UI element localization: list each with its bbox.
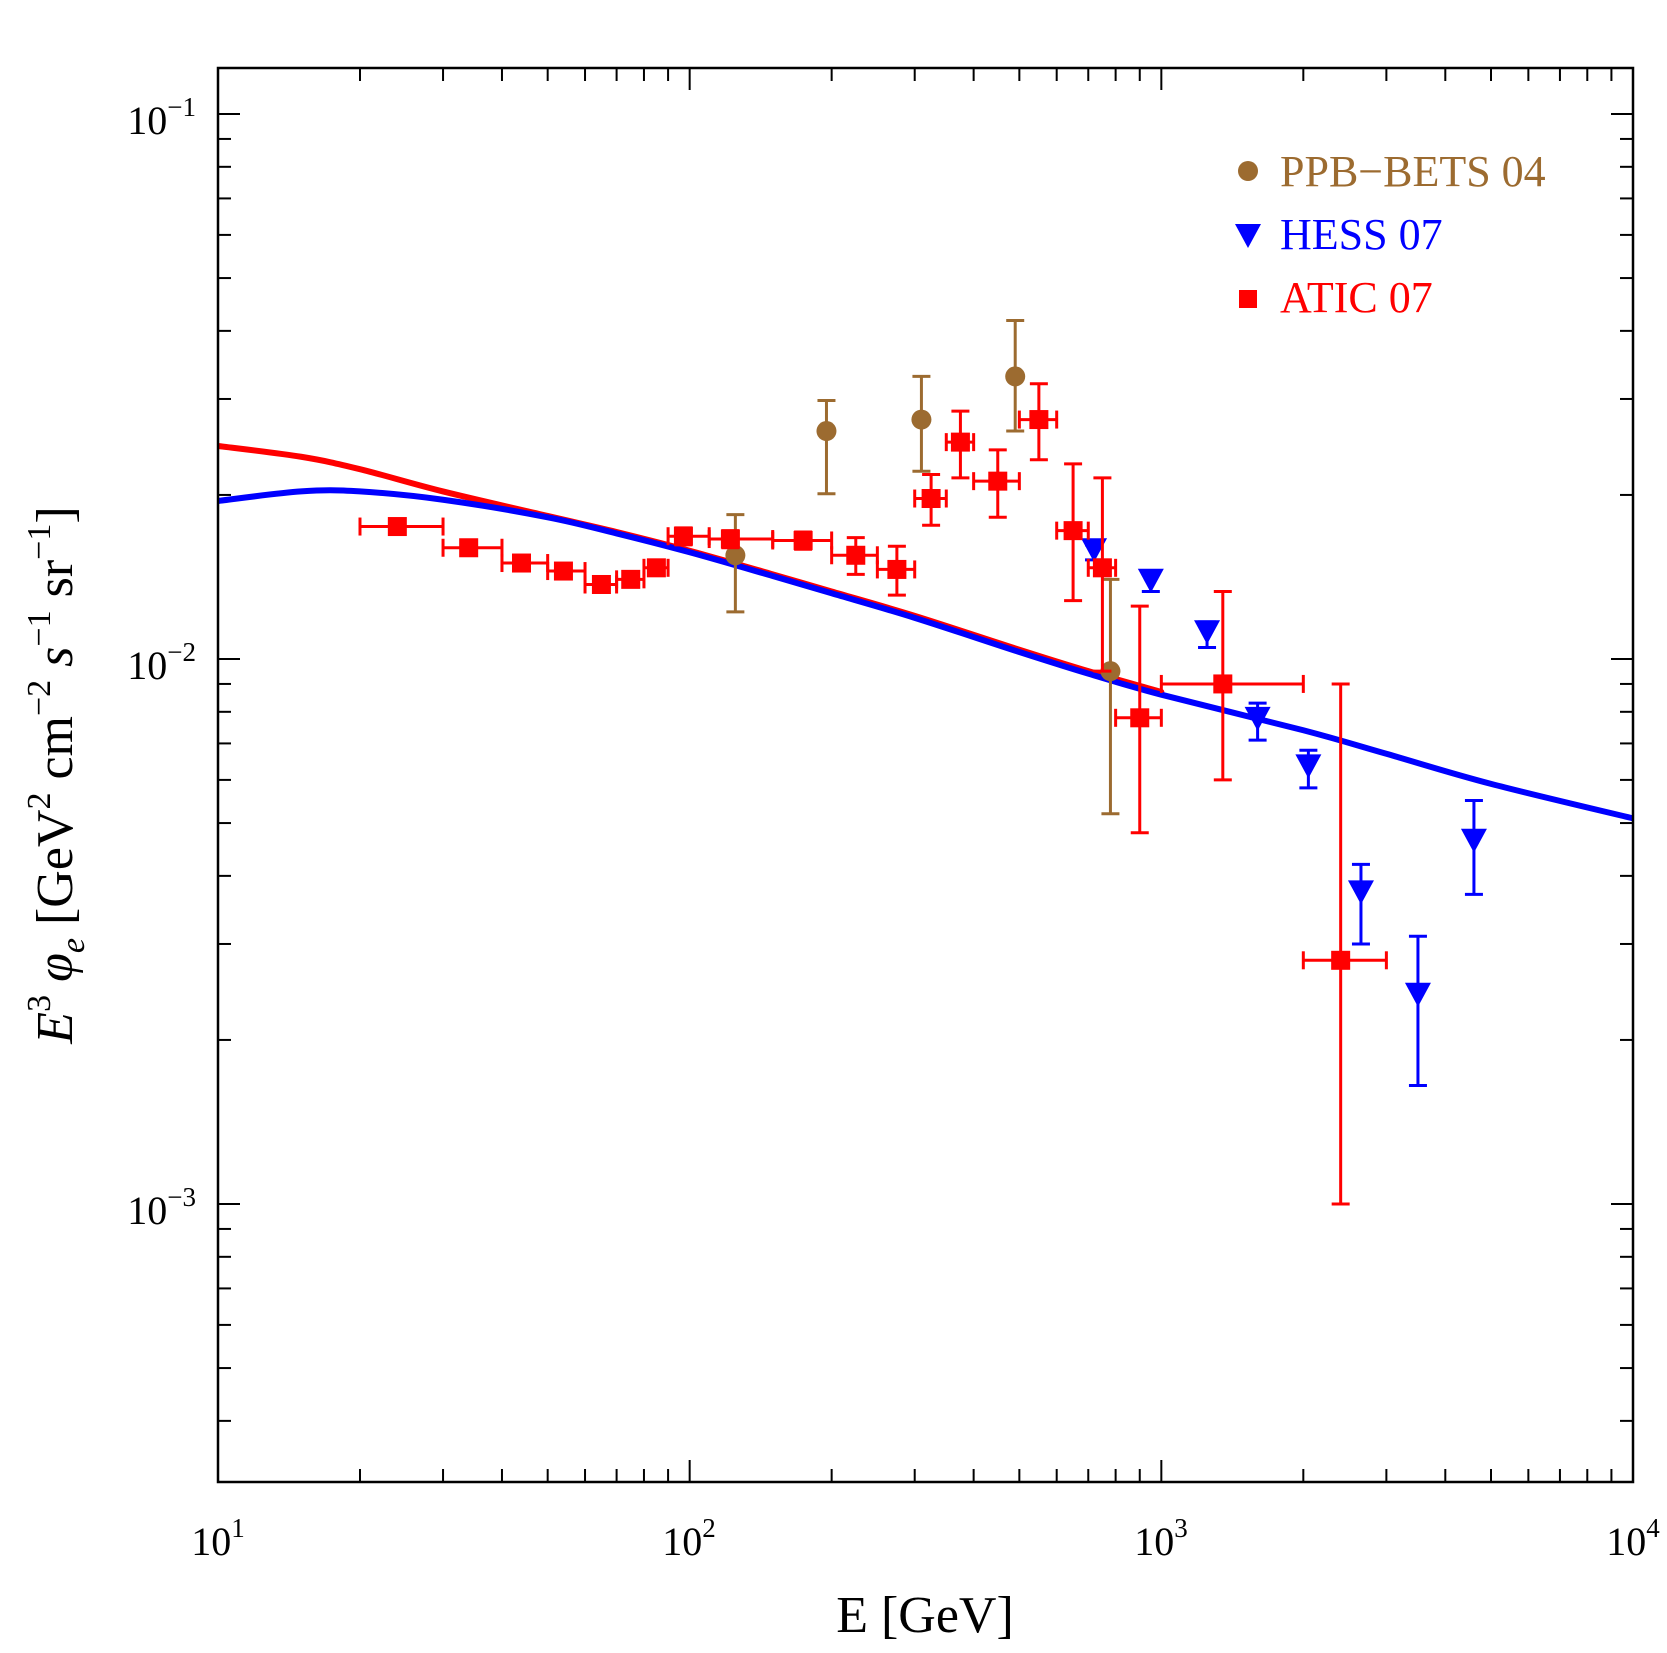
legend-marker-atic <box>1239 290 1257 308</box>
data-points <box>358 318 1487 1206</box>
atic-point <box>793 530 813 550</box>
hess-point <box>1081 538 1108 563</box>
ppb-bets-point <box>1005 366 1026 387</box>
atic-point <box>1063 521 1083 541</box>
atic-point <box>459 538 479 558</box>
model-curves <box>218 442 1633 822</box>
plot-frame <box>216 66 1635 1484</box>
x-tick-label-10000: 104 <box>1606 1513 1660 1564</box>
atic-point <box>1092 558 1112 578</box>
y-tick-label-0.1: 10−1 <box>127 92 196 143</box>
atic-point <box>673 526 693 546</box>
legend-marker-hess <box>1235 224 1261 248</box>
y-tick-label-0.001: 10−3 <box>127 1182 196 1233</box>
ppb-bets-point <box>816 421 837 442</box>
legend-label-ppb-bets: PPB−BETS 04 <box>1280 147 1546 196</box>
x-axis-title: E [GeV] <box>836 1587 1014 1644</box>
legend: PPB−BETS 04 HESS 07 ATIC 07 <box>1235 147 1546 322</box>
x-tick-label-100: 102 <box>662 1513 716 1564</box>
atic-point <box>1213 674 1233 694</box>
hess-point <box>1460 828 1487 853</box>
legend-label-atic: ATIC 07 <box>1280 273 1433 322</box>
atic-point <box>591 574 611 594</box>
atic-point <box>646 558 666 578</box>
hess-point <box>1244 706 1271 731</box>
atic-point <box>1130 708 1150 728</box>
hess-point <box>1137 568 1164 593</box>
atic-point <box>720 529 740 549</box>
atic-point <box>921 489 941 509</box>
x-tick-label-1000: 103 <box>1134 1513 1188 1564</box>
legend-label-hess: HESS 07 <box>1280 210 1443 259</box>
hess-point <box>1194 620 1221 645</box>
minor-tick-marks <box>218 68 1633 1482</box>
atic-point <box>887 559 907 579</box>
hess-point <box>1404 982 1431 1007</box>
atic-point <box>553 561 573 581</box>
atic-point <box>950 432 970 452</box>
atic-point <box>511 553 531 573</box>
atic-point <box>1029 410 1049 430</box>
legend-marker-ppb-bets <box>1238 161 1258 181</box>
hess-point <box>1295 754 1322 779</box>
atic-point <box>1331 950 1351 970</box>
y-tick-label-0.01: 10−2 <box>127 637 196 688</box>
atic-point <box>621 569 641 589</box>
ppb-bets-point <box>911 409 932 430</box>
atic-point <box>846 545 866 565</box>
y-axis-title: E3 φe [GeV2 cm−2 s−1 sr−1] <box>21 506 92 1044</box>
atic-point <box>387 517 407 537</box>
hess-point <box>1347 880 1374 905</box>
ppb-bets-point <box>725 545 746 566</box>
model-curve-blue <box>218 487 1633 822</box>
atic-point <box>988 471 1008 491</box>
x-tick-label-10: 101 <box>191 1513 245 1564</box>
